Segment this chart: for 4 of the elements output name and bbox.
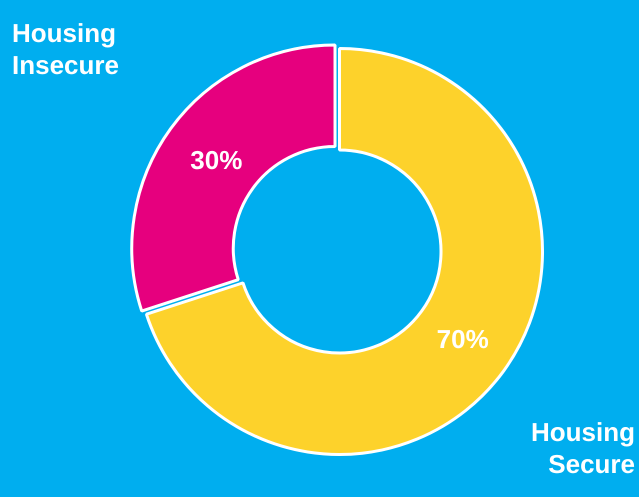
data-label: 70%: [436, 324, 489, 354]
slice-label: Housing Secure: [531, 417, 635, 480]
data-label: 30%: [190, 145, 242, 176]
slice-label: Housing Insecure: [12, 18, 119, 80]
